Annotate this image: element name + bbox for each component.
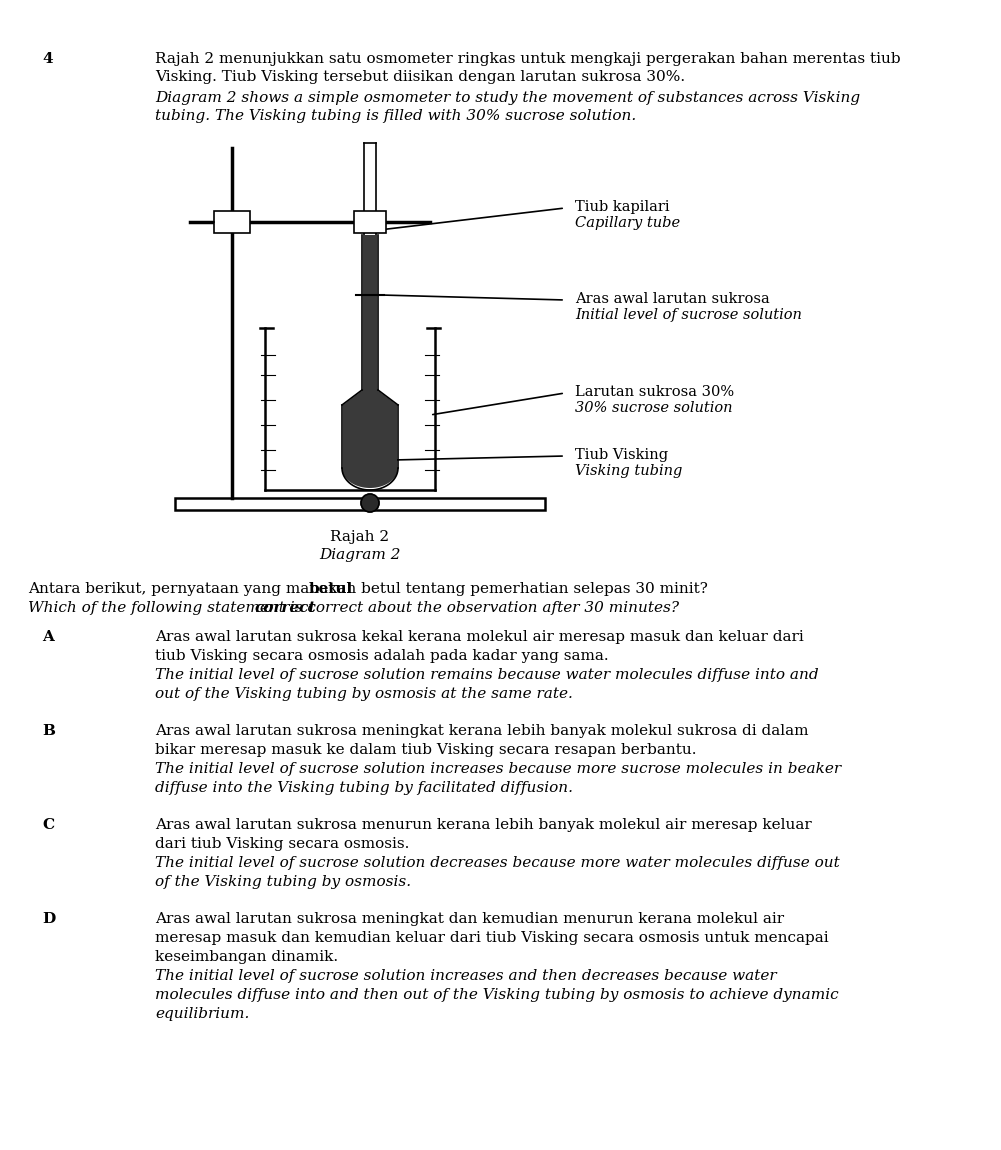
Bar xyxy=(354,210,386,233)
Text: The initial level of sucrose solution increases because more sucrose molecules i: The initial level of sucrose solution in… xyxy=(155,762,841,776)
Text: Larutan sukrosa 30%: Larutan sukrosa 30% xyxy=(575,385,734,399)
Text: 30% sucrose solution: 30% sucrose solution xyxy=(575,401,733,415)
Text: meresap masuk dan kemudian keluar dari tiub Visking secara osmosis untuk mencapa: meresap masuk dan kemudian keluar dari t… xyxy=(155,932,829,945)
Text: out of the Visking tubing by osmosis at the same rate.: out of the Visking tubing by osmosis at … xyxy=(155,687,573,702)
Text: Initial level of sucrose solution: Initial level of sucrose solution xyxy=(575,308,802,322)
Polygon shape xyxy=(342,468,398,488)
Text: equilibrium.: equilibrium. xyxy=(155,1007,249,1021)
Text: Capillary tube: Capillary tube xyxy=(575,216,680,230)
Text: Diagram 2: Diagram 2 xyxy=(319,549,400,562)
Text: Diagram 2 shows a simple osmometer to study the movement of substances across Vi: Diagram 2 shows a simple osmometer to st… xyxy=(155,91,860,105)
Text: tubing. The Visking tubing is filled with 30% sucrose solution.: tubing. The Visking tubing is filled wit… xyxy=(155,109,637,123)
Text: tiub Visking secara osmosis adalah pada kadar yang sama.: tiub Visking secara osmosis adalah pada … xyxy=(155,649,609,664)
Text: keseimbangan dinamik.: keseimbangan dinamik. xyxy=(155,950,338,964)
Text: betul: betul xyxy=(309,582,353,596)
Text: bikar meresap masuk ke dalam tiub Visking secara resapan berbantu.: bikar meresap masuk ke dalam tiub Viskin… xyxy=(155,743,697,757)
Bar xyxy=(214,210,250,233)
Text: Aras awal larutan sukrosa menurun kerana lebih banyak molekul air meresap keluar: Aras awal larutan sukrosa menurun kerana… xyxy=(155,818,812,831)
Text: Which of the following statement is correct about the observation after 30 minut: Which of the following statement is corr… xyxy=(28,601,679,615)
Text: correct: correct xyxy=(254,601,315,615)
Text: Antara berikut, pernyataan yang manakah betul tentang pemerhatian selepas 30 min: Antara berikut, pernyataan yang manakah … xyxy=(28,582,708,596)
Text: The initial level of sucrose solution decreases because more water molecules dif: The initial level of sucrose solution de… xyxy=(155,856,840,871)
Text: Tiub kapilari: Tiub kapilari xyxy=(575,200,670,214)
Text: of the Visking tubing by osmosis.: of the Visking tubing by osmosis. xyxy=(155,875,411,889)
Text: Aras awal larutan sukrosa kekal kerana molekul air meresap masuk dan keluar dari: Aras awal larutan sukrosa kekal kerana m… xyxy=(155,630,804,644)
Text: D: D xyxy=(42,912,55,926)
Text: Visking. Tiub Visking tersebut diisikan dengan larutan sukrosa 30%.: Visking. Tiub Visking tersebut diisikan … xyxy=(155,70,685,84)
Text: diffuse into the Visking tubing by facilitated diffusion.: diffuse into the Visking tubing by facil… xyxy=(155,781,573,795)
Text: Aras awal larutan sukrosa meningkat dan kemudian menurun kerana molekul air: Aras awal larutan sukrosa meningkat dan … xyxy=(155,912,784,926)
Text: A: A xyxy=(42,630,54,644)
Text: B: B xyxy=(42,724,55,738)
Text: The initial level of sucrose solution increases and then decreases because water: The initial level of sucrose solution in… xyxy=(155,969,777,983)
Text: Rajah 2: Rajah 2 xyxy=(330,530,389,544)
Text: The initial level of sucrose solution remains because water molecules diffuse in: The initial level of sucrose solution re… xyxy=(155,668,819,682)
Bar xyxy=(175,498,545,509)
Text: Rajah 2 menunjukkan satu osmometer ringkas untuk mengkaji pergerakan bahan meren: Rajah 2 menunjukkan satu osmometer ringk… xyxy=(155,52,901,66)
Text: molecules diffuse into and then out of the Visking tubing by osmosis to achieve : molecules diffuse into and then out of t… xyxy=(155,988,839,1002)
Polygon shape xyxy=(343,390,397,468)
Text: 4: 4 xyxy=(42,52,53,66)
Text: Tiub Visking: Tiub Visking xyxy=(575,448,668,462)
Text: Visking tubing: Visking tubing xyxy=(575,463,683,478)
Text: Aras awal larutan sukrosa: Aras awal larutan sukrosa xyxy=(575,292,770,306)
Bar xyxy=(363,235,377,390)
Circle shape xyxy=(361,494,379,512)
Text: C: C xyxy=(42,818,54,831)
Text: Aras awal larutan sukrosa meningkat kerana lebih banyak molekul sukrosa di dalam: Aras awal larutan sukrosa meningkat kera… xyxy=(155,724,809,738)
Text: dari tiub Visking secara osmosis.: dari tiub Visking secara osmosis. xyxy=(155,837,409,851)
